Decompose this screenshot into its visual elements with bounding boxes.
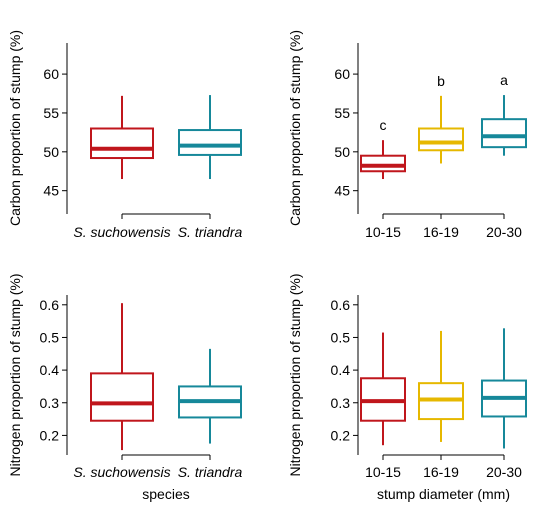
box-10-15: 10-15 xyxy=(360,332,406,480)
box-s-triandra: S. triandra xyxy=(178,348,243,480)
box-iqr xyxy=(90,372,154,422)
x-axis-label: stump diameter (mm) xyxy=(377,486,510,502)
x-tick-label: 10-15 xyxy=(365,464,401,480)
box-s-suchowensis: S. suchowensis xyxy=(73,95,171,240)
y-axis-label: Nitrogen proportion of stump (%) xyxy=(7,273,23,476)
y-tick-label: 0.6 xyxy=(40,297,60,313)
y-tick-label: 0.2 xyxy=(40,427,60,443)
x-tick-label: S. triandra xyxy=(178,224,243,240)
box-iqr xyxy=(178,129,242,156)
x-tick-label: 16-19 xyxy=(423,224,459,240)
y-tick-label: 0.3 xyxy=(331,395,351,411)
x-tick-label: S. triandra xyxy=(178,464,243,480)
box-16-19: 16-19 b xyxy=(418,73,464,240)
y-tick-label: 55 xyxy=(334,105,350,121)
box-iqr xyxy=(90,127,154,160)
y-tick-label: 50 xyxy=(43,144,59,160)
y-tick-label: 50 xyxy=(334,144,350,160)
y-axis-label: Carbon proportion of stump (%) xyxy=(7,30,23,226)
y-tick-label: 55 xyxy=(43,105,59,121)
x-tick-label: S. suchowensis xyxy=(73,464,170,480)
box-16-19: 16-19 xyxy=(418,330,464,480)
y-tick-label: 0.5 xyxy=(40,329,60,345)
y-tick-label: 60 xyxy=(43,66,59,82)
y-axis-label: Carbon proportion of stump (%) xyxy=(287,30,303,226)
y-axis-label: Nitrogen proportion of stump (%) xyxy=(287,273,303,476)
panel-1: 45 50 55 60 Carbon proportion of stump (%) S.… xyxy=(7,30,243,240)
y-tick-label: 60 xyxy=(334,66,350,82)
x-axis-label: species xyxy=(142,486,189,502)
significance-letter: b xyxy=(437,73,445,89)
box-iqr xyxy=(418,127,464,152)
y-tick-label: 0.5 xyxy=(331,329,351,345)
x-tick-label: S. suchowensis xyxy=(73,224,170,240)
x-tick-label: 20-30 xyxy=(486,464,522,480)
x-tick-label: 10-15 xyxy=(365,224,401,240)
y-tick-label: 0.4 xyxy=(40,362,60,378)
y-tick-label: 0.6 xyxy=(331,297,351,313)
panel-3: 0.2 0.3 0.4 0.5 0.6 Nitrogen proportion of st… xyxy=(7,273,243,502)
y-tick-label: 45 xyxy=(43,183,59,199)
panel-4: 0.2 0.3 0.4 0.5 0.6 Nitrogen proportion of st… xyxy=(287,273,527,502)
box-s-suchowensis: S. suchowensis xyxy=(73,303,171,480)
y-tick-label: 45 xyxy=(334,183,350,199)
box-s-triandra: S. triandra xyxy=(178,95,243,240)
y-tick-label: 0.4 xyxy=(331,362,351,378)
panel-2: 45 50 55 60 Carbon proportion of stump (%) 10… xyxy=(287,30,527,240)
box-20-30: 20-30 a xyxy=(481,72,527,240)
box-iqr xyxy=(360,154,406,173)
significance-letter: c xyxy=(380,117,387,133)
box-10-15: 10-15 c xyxy=(360,117,406,240)
y-tick-label: 0.2 xyxy=(331,427,351,443)
significance-letter: a xyxy=(500,72,508,88)
x-tick-label: 16-19 xyxy=(423,464,459,480)
x-tick-label: 20-30 xyxy=(486,224,522,240)
box-20-30: 20-30 xyxy=(481,328,527,480)
box-iqr xyxy=(481,118,527,149)
y-tick-label: 0.3 xyxy=(40,395,60,411)
